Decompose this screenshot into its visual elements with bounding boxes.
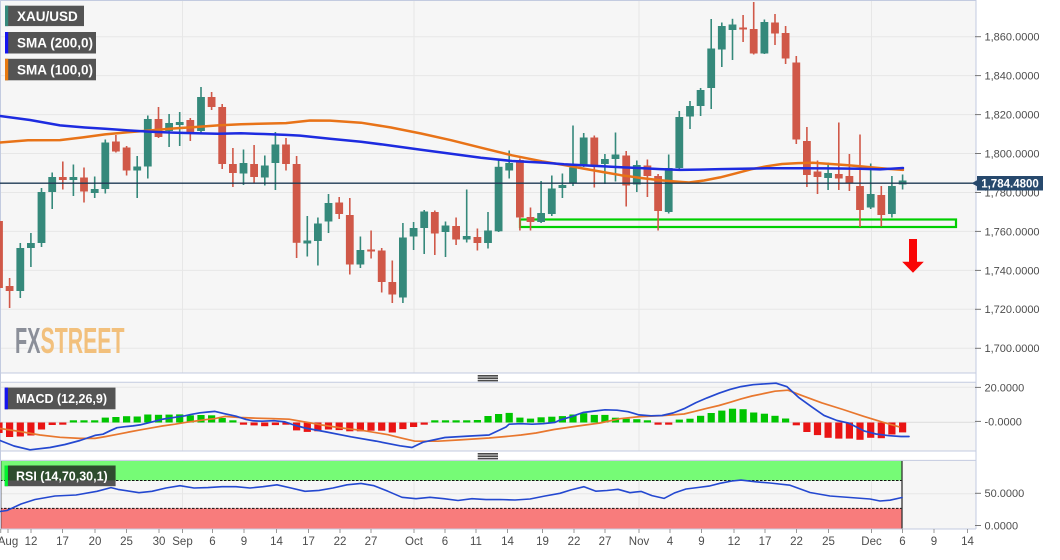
svg-text:12: 12 (728, 536, 741, 548)
svg-text:14: 14 (501, 536, 514, 548)
svg-text:17: 17 (302, 536, 315, 548)
svg-text:1,820.0000: 1,820.0000 (985, 110, 1040, 122)
svg-text:9: 9 (241, 536, 247, 548)
svg-text:14: 14 (961, 536, 974, 548)
svg-text:6: 6 (899, 536, 905, 548)
svg-text:14: 14 (270, 536, 283, 548)
svg-text:19: 19 (536, 536, 549, 548)
svg-text:6: 6 (442, 536, 448, 548)
svg-text:1,800.0000: 1,800.0000 (985, 148, 1040, 160)
svg-text:-0.0000: -0.0000 (985, 416, 1022, 428)
svg-text:25: 25 (822, 536, 835, 548)
svg-text:25: 25 (120, 536, 133, 548)
svg-text:27: 27 (365, 536, 378, 548)
svg-text:1,840.0000: 1,840.0000 (985, 71, 1040, 83)
svg-text:22: 22 (790, 536, 803, 548)
svg-text:22: 22 (568, 536, 581, 548)
svg-text:4: 4 (667, 536, 674, 548)
svg-text:1,860.0000: 1,860.0000 (985, 32, 1040, 44)
svg-text:9: 9 (931, 536, 937, 548)
svg-text:6: 6 (209, 536, 215, 548)
svg-text:20.0000: 20.0000 (985, 382, 1025, 394)
svg-text:Aug: Aug (0, 536, 18, 548)
svg-text:1,760.0000: 1,760.0000 (985, 226, 1040, 238)
svg-text:0.0000: 0.0000 (985, 520, 1019, 532)
svg-text:Dec: Dec (861, 536, 882, 548)
svg-text:Nov: Nov (629, 536, 650, 548)
svg-text:12: 12 (25, 536, 38, 548)
svg-text:27: 27 (599, 536, 612, 548)
svg-text:1,720.0000: 1,720.0000 (985, 304, 1040, 316)
svg-text:1,700.0000: 1,700.0000 (985, 343, 1040, 355)
svg-text:1,740.0000: 1,740.0000 (985, 265, 1040, 277)
svg-text:17: 17 (56, 536, 69, 548)
svg-text:30: 30 (153, 536, 166, 548)
svg-text:MACD (12,26,9): MACD (12,26,9) (16, 392, 107, 406)
svg-text:FX: FX (15, 320, 41, 361)
svg-text:50.0000: 50.0000 (985, 488, 1025, 500)
svg-text:17: 17 (759, 536, 772, 548)
svg-text:9: 9 (698, 536, 704, 548)
svg-text:20: 20 (89, 536, 102, 548)
svg-text:Oct: Oct (405, 536, 424, 548)
svg-text:STREET: STREET (41, 320, 125, 361)
svg-text:Sep: Sep (172, 536, 192, 548)
svg-text:22: 22 (334, 536, 347, 548)
svg-text:11: 11 (470, 536, 482, 548)
svg-text:SMA (100,0): SMA (100,0) (17, 62, 93, 77)
svg-text:1,784.4800: 1,784.4800 (981, 178, 1039, 190)
svg-text:RSI (14,70,30,1): RSI (14,70,30,1) (16, 469, 108, 483)
svg-text:XAU/USD: XAU/USD (17, 9, 78, 24)
svg-text:SMA (200,0): SMA (200,0) (17, 36, 93, 51)
